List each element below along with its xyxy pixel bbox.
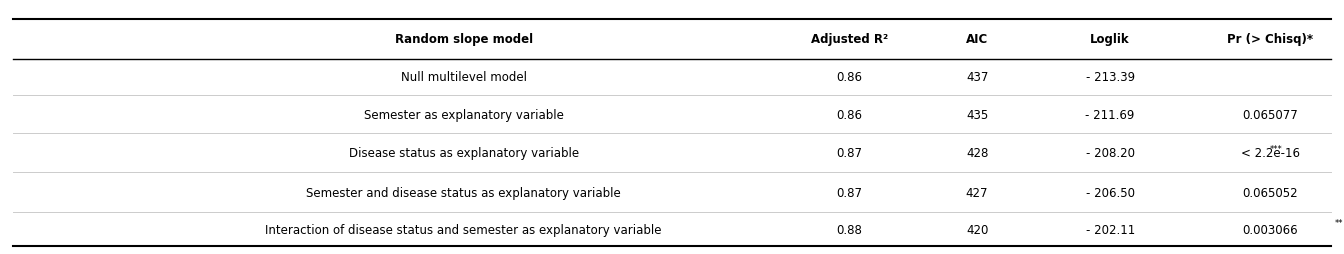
Text: 428: 428 [966, 147, 988, 160]
Text: 0.87: 0.87 [836, 186, 863, 199]
Text: - 211.69: - 211.69 [1086, 108, 1134, 121]
Text: < 2.2e-16: < 2.2e-16 [1241, 147, 1300, 160]
Text: - 202.11: - 202.11 [1086, 224, 1134, 236]
Text: **: ** [1335, 218, 1343, 227]
Text: 0.88: 0.88 [836, 224, 863, 236]
Text: 420: 420 [966, 224, 988, 236]
Text: AIC: AIC [966, 33, 988, 46]
Text: 0.87: 0.87 [836, 147, 863, 160]
Text: Loglik: Loglik [1090, 33, 1130, 46]
Text: 0.86: 0.86 [836, 108, 863, 121]
Text: 435: 435 [966, 108, 988, 121]
Text: - 213.39: - 213.39 [1086, 71, 1134, 84]
Text: 0.065077: 0.065077 [1242, 108, 1298, 121]
Text: Random slope model: Random slope model [395, 33, 532, 46]
Text: ***: *** [1270, 144, 1282, 153]
Text: 0.003066: 0.003066 [1242, 224, 1298, 236]
Text: Disease status as explanatory variable: Disease status as explanatory variable [348, 147, 579, 160]
Text: 437: 437 [966, 71, 988, 84]
Text: Semester and disease status as explanatory variable: Semester and disease status as explanato… [306, 186, 621, 199]
Text: - 206.50: - 206.50 [1086, 186, 1134, 199]
Text: Adjusted R²: Adjusted R² [810, 33, 888, 46]
Text: Pr (> Chisq)*: Pr (> Chisq)* [1227, 33, 1313, 46]
Text: Semester as explanatory variable: Semester as explanatory variable [364, 108, 563, 121]
Text: 0.86: 0.86 [836, 71, 863, 84]
Text: 427: 427 [966, 186, 988, 199]
Text: Null multilevel model: Null multilevel model [401, 71, 527, 84]
Text: 0.065052: 0.065052 [1242, 186, 1298, 199]
Text: - 208.20: - 208.20 [1086, 147, 1134, 160]
Text: Interaction of disease status and semester as explanatory variable: Interaction of disease status and semest… [265, 224, 663, 236]
